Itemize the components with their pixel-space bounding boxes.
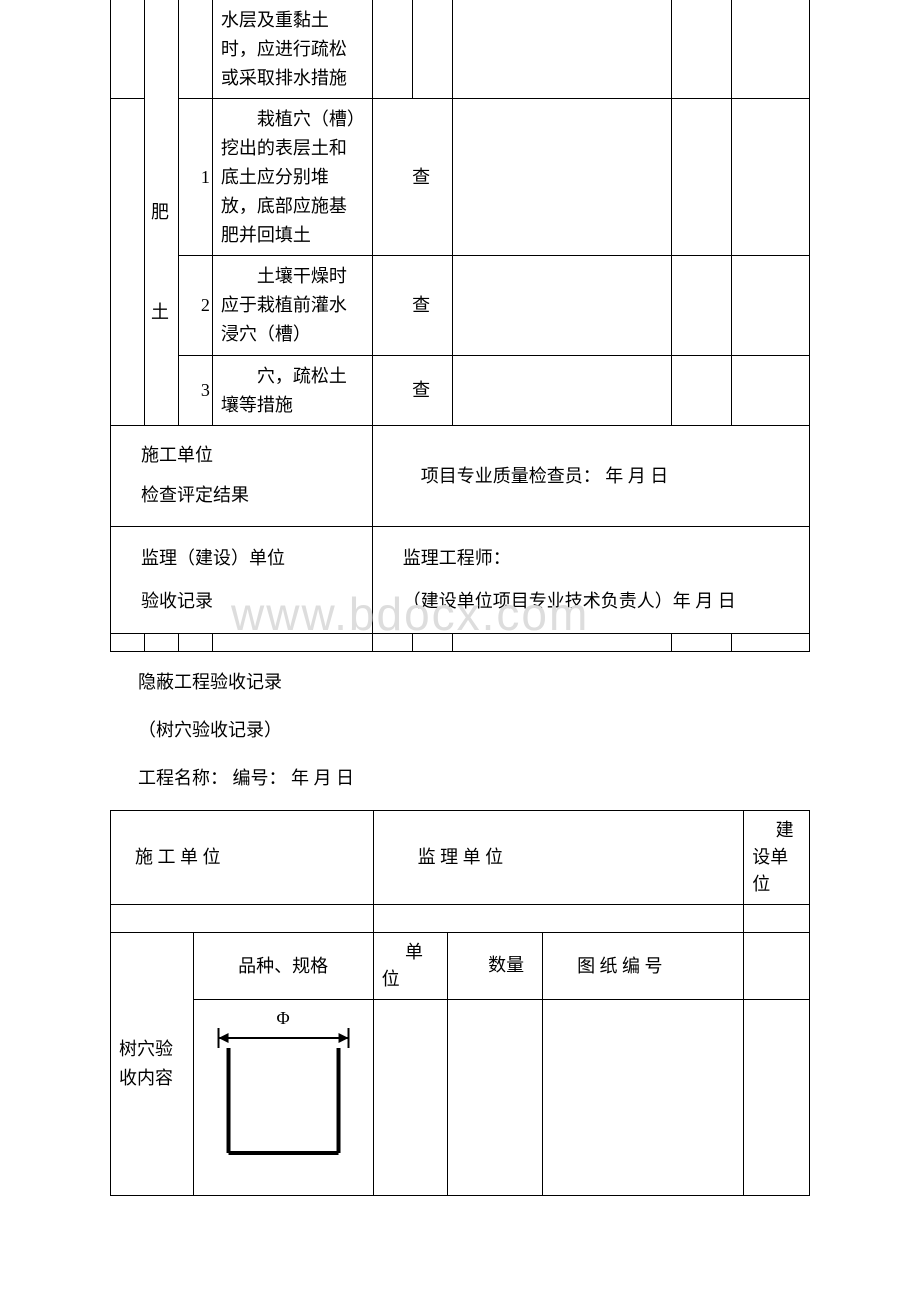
diagram-cell: Φ — [193, 999, 373, 1195]
cell-blank — [744, 999, 810, 1195]
label-text: （建设单位项目专业技术负责人）年 月 日 — [403, 591, 736, 611]
cell-blank — [372, 0, 412, 99]
group-label-vertical — [111, 99, 145, 426]
cell-blank — [732, 256, 810, 355]
cell-blank — [452, 256, 672, 355]
supervision-label: 监理（建设）单位 验收记录 www.bdocx.com — [111, 526, 373, 633]
cell-blank — [732, 633, 810, 651]
construction-unit-label: 施工单位 检查评定结果 — [111, 426, 373, 526]
header-construction: 施 工 单 位 — [111, 810, 374, 904]
cell-blank — [672, 633, 732, 651]
cell-blank — [672, 256, 732, 355]
cell-blank — [372, 99, 412, 256]
cell-blank — [744, 904, 810, 932]
label-text: 土 — [151, 302, 169, 322]
col-qty: 数量 — [447, 932, 542, 999]
cell-blank — [144, 633, 178, 651]
cell-blank — [372, 355, 412, 426]
side-label: 树穴验收内容 — [111, 932, 194, 1195]
cell-blank — [452, 633, 672, 651]
phi-symbol: Φ — [276, 1008, 289, 1028]
item-text: 栽植穴（槽）挖出的表层土和底土应分别堆放，底部应施基肥并回填土 — [212, 99, 372, 256]
cell-blank — [373, 999, 447, 1195]
section-title-1: 隐蔽工程验收记录 — [138, 664, 810, 700]
cell-blank — [372, 256, 412, 355]
header-owner: 建设单位 — [744, 810, 810, 904]
check-text: 查 — [412, 355, 452, 426]
cell-blank — [672, 99, 732, 256]
cell-blank — [372, 633, 412, 651]
inspection-table-upper: 水层及重黏土时，应进行疏松或采取排水措施 肥 土 1 栽植穴（槽）挖出的表层土和… — [110, 0, 810, 652]
cell-blank — [732, 99, 810, 256]
row-number: 3 — [178, 355, 212, 426]
cell-blank — [543, 999, 744, 1195]
cell-text: 水层及重黏土时，应进行疏松或采取排水措施 — [212, 0, 372, 99]
tree-hole-table: 施 工 单 位 监 理 单 位 建设单位 树穴验收内容 品种、规格 单位 数量 … — [110, 810, 810, 1196]
label-text: 施工单位 — [141, 445, 213, 465]
col-drawing: 图 纸 编 号 — [543, 932, 744, 999]
cell-blank — [447, 999, 542, 1195]
cell-blank — [178, 633, 212, 651]
cell-blank — [111, 904, 374, 932]
col-unit: 单位 — [373, 932, 447, 999]
item-text: 穴，疏松土壤等措施 — [212, 355, 372, 426]
label-text: 验收记录 — [141, 591, 213, 611]
cell-blank — [452, 0, 672, 99]
item-text: 土壤干燥时应于栽植前灌水浸穴（槽） — [212, 256, 372, 355]
group-label-vertical: 肥 土 — [144, 99, 178, 426]
cell-blank — [452, 99, 672, 256]
engineer-signoff: 监理工程师： （建设单位项目专业技术负责人）年 月 日 — [372, 526, 809, 633]
cell-blank — [373, 904, 744, 932]
check-text: 查 — [412, 99, 452, 256]
cell-blank — [672, 0, 732, 99]
row-number: 1 — [178, 99, 212, 256]
cell-blank — [412, 633, 452, 651]
cell-blank — [732, 0, 810, 99]
header-supervision: 监 理 单 位 — [373, 810, 744, 904]
cell-blank — [111, 633, 145, 651]
cell-blank — [744, 932, 810, 999]
section-title-3: 工程名称： 编号： 年 月 日 — [138, 760, 810, 796]
col-spec: 品种、规格 — [193, 932, 373, 999]
cell-blank — [178, 0, 212, 99]
cell-blank — [732, 355, 810, 426]
check-text: 查 — [412, 256, 452, 355]
label-text: 监理工程师： — [403, 548, 511, 568]
inspector-signoff: 项目专业质量检查员： 年 月 日 — [372, 426, 809, 526]
cell-blank — [672, 355, 732, 426]
label-text: 肥 — [151, 202, 169, 222]
cell-blank — [144, 0, 178, 99]
label-text: 监理（建设）单位 — [141, 548, 285, 568]
label-text: 检查评定结果 — [141, 485, 249, 505]
cell-blank — [412, 0, 452, 99]
cell-blank — [111, 0, 145, 99]
row-number: 2 — [178, 256, 212, 355]
cell-blank — [212, 633, 372, 651]
cell-blank — [452, 355, 672, 426]
section-title-2: （树穴验收记录） — [138, 712, 810, 748]
phi-diagram: Φ — [198, 1008, 369, 1158]
